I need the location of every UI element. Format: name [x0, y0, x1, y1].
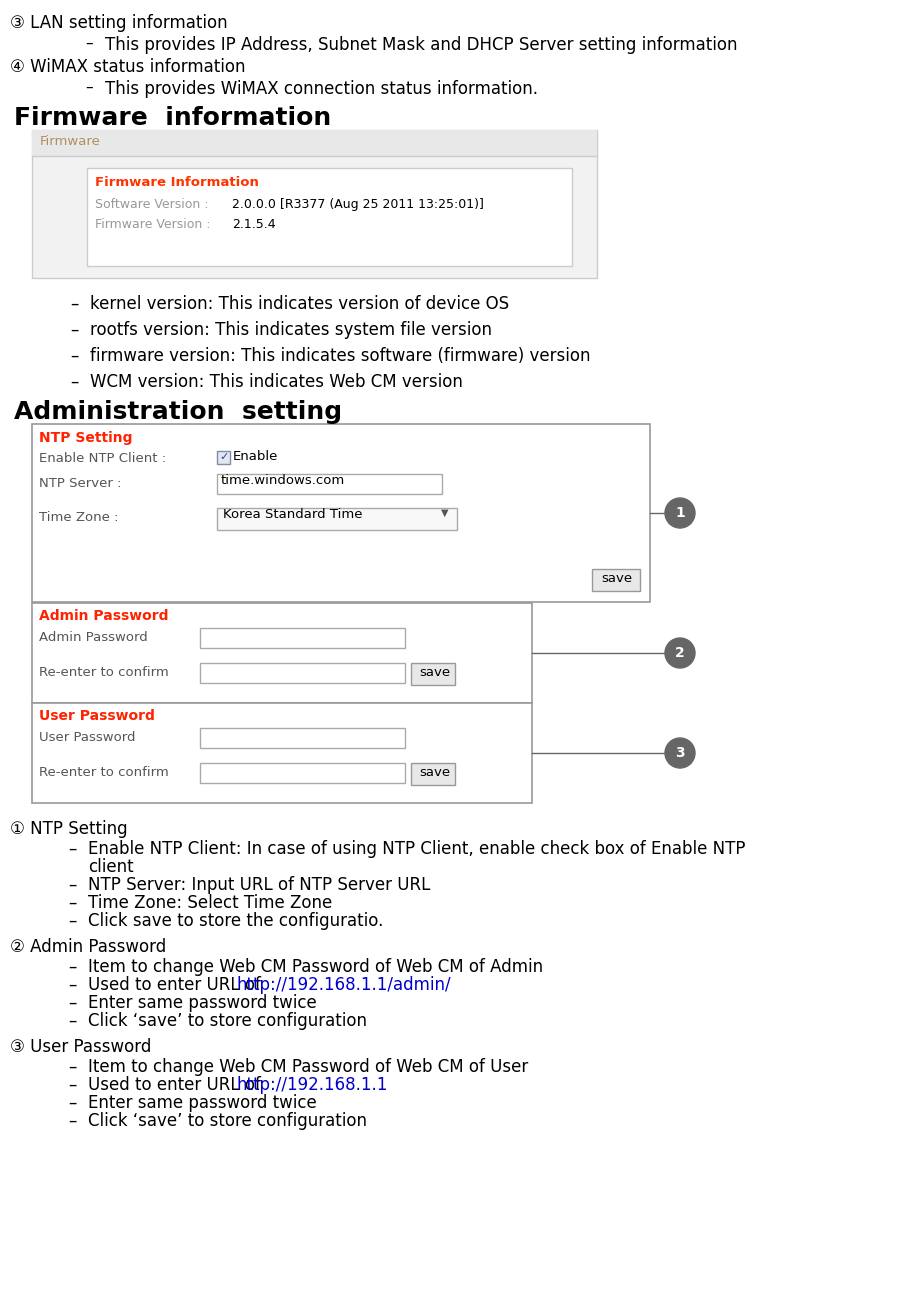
- Bar: [200, 763, 405, 782]
- Text: User Password: User Password: [39, 709, 155, 722]
- Text: Enter same password twice: Enter same password twice: [88, 994, 317, 1012]
- Text: time.windows.com: time.windows.com: [221, 473, 345, 486]
- Text: –: –: [70, 373, 78, 391]
- Text: ③ User Password: ③ User Password: [10, 1038, 152, 1056]
- Text: client: client: [88, 858, 133, 876]
- Text: –: –: [70, 321, 78, 339]
- Text: –: –: [68, 1076, 77, 1094]
- Text: ④ WiMAX status information: ④ WiMAX status information: [10, 57, 245, 76]
- Text: –: –: [70, 295, 78, 313]
- Text: –: –: [68, 1094, 77, 1112]
- Text: Admin Password: Admin Password: [39, 609, 169, 623]
- Text: Enable NTP Client: In case of using NTP Client, enable check box of Enable NTP: Enable NTP Client: In case of using NTP …: [88, 840, 745, 858]
- Text: Administration  setting: Administration setting: [14, 400, 342, 424]
- Text: –: –: [68, 958, 77, 975]
- Text: Firmware Information: Firmware Information: [95, 176, 259, 189]
- Text: WCM version: This indicates Web CM version: WCM version: This indicates Web CM versi…: [90, 373, 463, 391]
- Bar: [32, 130, 597, 156]
- Text: This provides WiMAX connection status information.: This provides WiMAX connection status in…: [105, 80, 538, 98]
- Text: Click save to store the configuratio.: Click save to store the configuratio.: [88, 911, 383, 930]
- Text: –: –: [68, 1058, 77, 1076]
- Circle shape: [665, 498, 695, 528]
- Text: Used to enter URL of: Used to enter URL of: [88, 1076, 266, 1094]
- Text: –: –: [70, 347, 78, 365]
- Text: save: save: [419, 765, 450, 778]
- Text: NTP Server :: NTP Server :: [39, 477, 122, 490]
- Text: –: –: [85, 80, 93, 95]
- Text: –: –: [85, 37, 93, 51]
- Bar: [217, 473, 442, 494]
- Text: Firmware Version :: Firmware Version :: [95, 218, 210, 231]
- Text: NTP Server: Input URL of NTP Server URL: NTP Server: Input URL of NTP Server URL: [88, 876, 430, 895]
- Text: –: –: [68, 895, 77, 911]
- Bar: [200, 728, 405, 748]
- Text: save: save: [419, 666, 450, 679]
- Text: Time Zone: Select Time Zone: Time Zone: Select Time Zone: [88, 895, 332, 911]
- Bar: [411, 763, 455, 785]
- Text: Item to change Web CM Password of Web CM of User: Item to change Web CM Password of Web CM…: [88, 1058, 529, 1076]
- Bar: [32, 703, 532, 803]
- Text: ▼: ▼: [441, 509, 448, 518]
- Text: 2.1.5.4: 2.1.5.4: [232, 218, 276, 231]
- Bar: [32, 602, 532, 703]
- Text: ✓: ✓: [219, 452, 228, 462]
- Text: firmware version: This indicates software (firmware) version: firmware version: This indicates softwar…: [90, 347, 591, 365]
- Text: Admin Password: Admin Password: [39, 631, 148, 644]
- Text: http://192.168.1.1: http://192.168.1.1: [236, 1076, 388, 1094]
- Text: rootfs version: This indicates system file version: rootfs version: This indicates system fi…: [90, 321, 492, 339]
- Bar: [200, 662, 405, 683]
- Bar: [217, 451, 230, 464]
- Text: Click ‘save’ to store configuration: Click ‘save’ to store configuration: [88, 1112, 367, 1131]
- Text: save: save: [601, 572, 632, 585]
- Text: 2.0.0.0 [R3377 (Aug 25 2011 13:25:01)]: 2.0.0.0 [R3377 (Aug 25 2011 13:25:01)]: [232, 198, 483, 211]
- Bar: [592, 569, 640, 591]
- Bar: [411, 662, 455, 685]
- Text: –: –: [68, 876, 77, 895]
- Text: Re-enter to confirm: Re-enter to confirm: [39, 666, 169, 679]
- Text: Korea Standard Time: Korea Standard Time: [223, 509, 363, 522]
- Text: –: –: [68, 1112, 77, 1131]
- Text: –: –: [68, 840, 77, 858]
- Text: –: –: [68, 994, 77, 1012]
- Text: 1: 1: [675, 506, 685, 520]
- Text: Firmware: Firmware: [40, 136, 101, 147]
- Text: Enter same password twice: Enter same password twice: [88, 1094, 317, 1112]
- Text: Software Version :: Software Version :: [95, 198, 208, 211]
- Text: Time Zone :: Time Zone :: [39, 511, 118, 524]
- Bar: [32, 130, 597, 278]
- Text: http://192.168.1.1/admin/: http://192.168.1.1/admin/: [236, 975, 451, 994]
- Bar: [217, 509, 457, 529]
- Text: –: –: [68, 911, 77, 930]
- Text: Item to change Web CM Password of Web CM of Admin: Item to change Web CM Password of Web CM…: [88, 958, 543, 975]
- Text: kernel version: This indicates version of device OS: kernel version: This indicates version o…: [90, 295, 509, 313]
- Text: –: –: [68, 1012, 77, 1030]
- Text: This provides IP Address, Subnet Mask and DHCP Server setting information: This provides IP Address, Subnet Mask an…: [105, 37, 738, 53]
- Text: Enable NTP Client :: Enable NTP Client :: [39, 452, 166, 466]
- Bar: [32, 424, 650, 602]
- Text: NTP Setting: NTP Setting: [39, 432, 133, 445]
- Text: ① NTP Setting: ① NTP Setting: [10, 820, 127, 838]
- Circle shape: [665, 638, 695, 668]
- Bar: [200, 629, 405, 648]
- Text: User Password: User Password: [39, 732, 135, 745]
- Text: Click ‘save’ to store configuration: Click ‘save’ to store configuration: [88, 1012, 367, 1030]
- Text: ③ LAN setting information: ③ LAN setting information: [10, 14, 227, 33]
- Circle shape: [665, 738, 695, 768]
- Text: Re-enter to confirm: Re-enter to confirm: [39, 765, 169, 778]
- Text: Enable: Enable: [233, 450, 279, 463]
- Bar: [87, 168, 572, 266]
- Text: –: –: [68, 975, 77, 994]
- Text: 3: 3: [676, 746, 685, 760]
- Text: 2: 2: [675, 645, 685, 660]
- Text: Firmware  information: Firmware information: [14, 106, 331, 130]
- Text: Used to enter URL of: Used to enter URL of: [88, 975, 266, 994]
- Text: ② Admin Password: ② Admin Password: [10, 938, 166, 956]
